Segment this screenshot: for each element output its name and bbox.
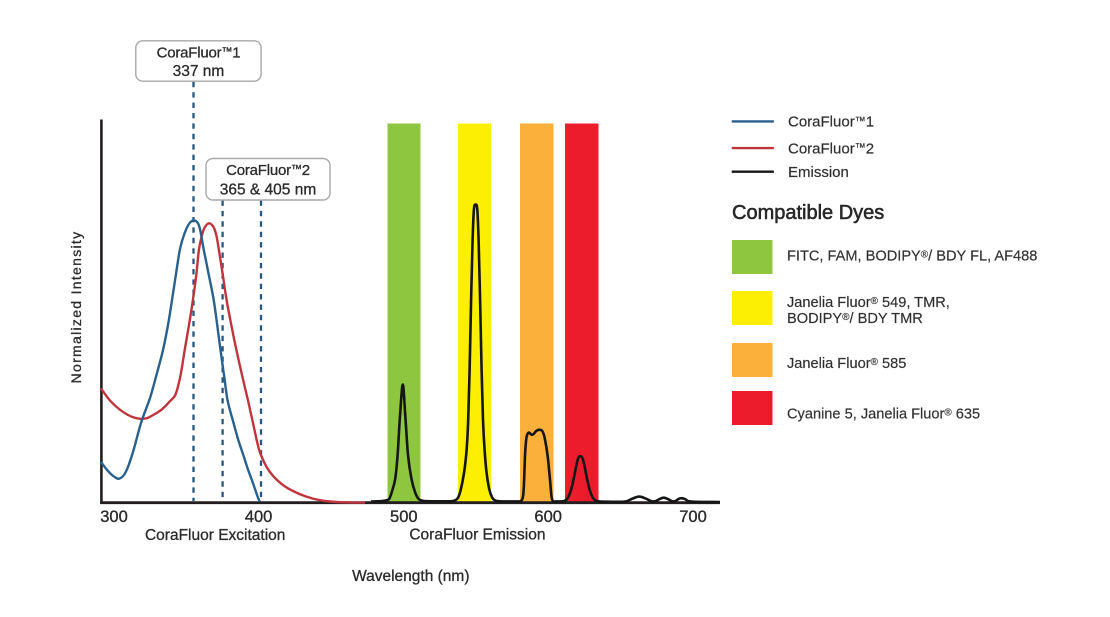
svg-text:Emission: Emission xyxy=(788,164,849,181)
svg-text:CoraFluor™1: CoraFluor™1 xyxy=(157,44,241,61)
svg-text:700: 700 xyxy=(679,508,707,526)
svg-text:Janelia Fluor® 549, TMR,: Janelia Fluor® 549, TMR, xyxy=(787,295,950,311)
svg-text:CoraFluor™2: CoraFluor™2 xyxy=(226,162,310,179)
svg-text:500: 500 xyxy=(390,508,418,526)
svg-text:Janelia Fluor® 585: Janelia Fluor® 585 xyxy=(787,356,906,372)
svg-text:FITC, FAM, BODIPY®/ BDY FL, AF: FITC, FAM, BODIPY®/ BDY FL, AF488 xyxy=(787,248,1037,264)
svg-text:337 nm: 337 nm xyxy=(173,63,225,80)
svg-text:600: 600 xyxy=(534,508,562,526)
svg-text:365 & 405 nm: 365 & 405 nm xyxy=(220,182,317,199)
svg-text:Wavelength (nm): Wavelength (nm) xyxy=(352,568,469,585)
svg-text:300: 300 xyxy=(100,508,128,526)
svg-text:CoraFluor™1: CoraFluor™1 xyxy=(788,114,874,131)
svg-text:CoraFluor Excitation: CoraFluor Excitation xyxy=(145,527,285,544)
svg-text:Normalized Intensity: Normalized Intensity xyxy=(68,231,84,384)
svg-text:Compatible Dyes: Compatible Dyes xyxy=(732,202,884,224)
svg-text:CoraFluor™2: CoraFluor™2 xyxy=(788,140,874,157)
svg-text:CoraFluor Emission: CoraFluor Emission xyxy=(409,527,545,544)
svg-text:BODIPY®/ BDY TMR: BODIPY®/ BDY TMR xyxy=(787,311,923,327)
svg-text:400: 400 xyxy=(245,508,273,526)
svg-text:Cyanine 5, Janelia Fluor® 635: Cyanine 5, Janelia Fluor® 635 xyxy=(787,406,980,422)
